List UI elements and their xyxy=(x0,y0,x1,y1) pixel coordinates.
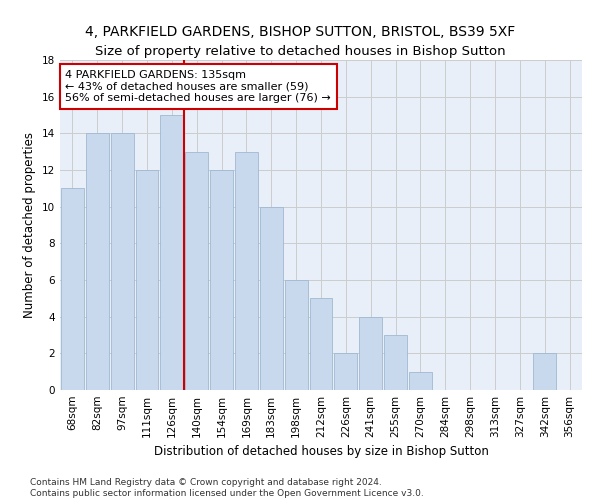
Bar xyxy=(111,134,134,390)
Bar xyxy=(334,354,357,390)
Y-axis label: Number of detached properties: Number of detached properties xyxy=(23,132,37,318)
Text: Size of property relative to detached houses in Bishop Sutton: Size of property relative to detached ho… xyxy=(95,45,505,58)
Text: 4, PARKFIELD GARDENS, BISHOP SUTTON, BRISTOL, BS39 5XF: 4, PARKFIELD GARDENS, BISHOP SUTTON, BRI… xyxy=(85,25,515,39)
Bar xyxy=(86,134,109,390)
Bar xyxy=(310,298,332,390)
Bar xyxy=(384,335,407,390)
Bar xyxy=(136,170,158,390)
Bar xyxy=(61,188,84,390)
Text: 4 PARKFIELD GARDENS: 135sqm
← 43% of detached houses are smaller (59)
56% of sem: 4 PARKFIELD GARDENS: 135sqm ← 43% of det… xyxy=(65,70,331,103)
Bar xyxy=(359,316,382,390)
X-axis label: Distribution of detached houses by size in Bishop Sutton: Distribution of detached houses by size … xyxy=(154,446,488,458)
Bar xyxy=(260,206,283,390)
Bar xyxy=(185,152,208,390)
Bar xyxy=(285,280,308,390)
Bar xyxy=(235,152,258,390)
Text: Contains HM Land Registry data © Crown copyright and database right 2024.
Contai: Contains HM Land Registry data © Crown c… xyxy=(30,478,424,498)
Bar xyxy=(210,170,233,390)
Bar xyxy=(533,354,556,390)
Bar xyxy=(160,115,183,390)
Bar xyxy=(409,372,432,390)
